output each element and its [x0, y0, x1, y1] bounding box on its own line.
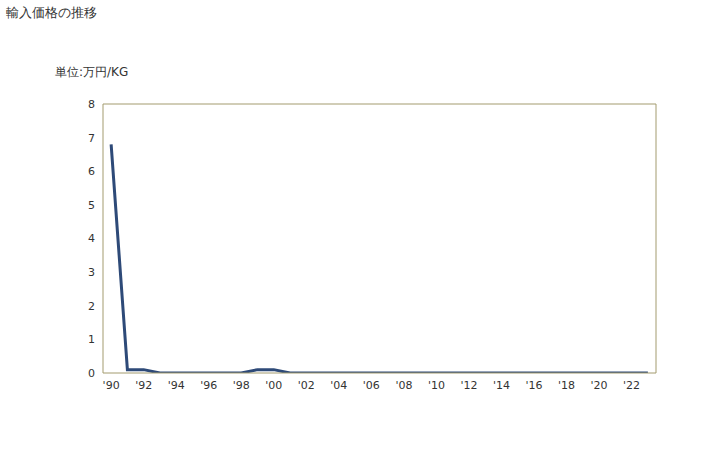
svg-text:'16: '16 [525, 379, 542, 392]
svg-text:6: 6 [88, 165, 95, 178]
svg-text:4: 4 [88, 232, 95, 245]
html-text:輸入価格の推移: 輸入価格の推移 [6, 5, 97, 20]
svg-text:'12: '12 [460, 379, 477, 392]
svg-text:'06: '06 [363, 379, 380, 392]
html-text:単位:万円/KG: 単位:万円/KG [55, 65, 129, 79]
svg-text:2: 2 [88, 300, 95, 313]
svg-text:'94: '94 [168, 379, 185, 392]
svg-text:'14: '14 [493, 379, 510, 392]
svg-text:0: 0 [88, 367, 95, 380]
svg-text:'00: '00 [265, 379, 282, 392]
svg-text:1: 1 [88, 333, 95, 346]
svg-text:'08: '08 [395, 379, 412, 392]
svg-text:'96: '96 [200, 379, 217, 392]
svg-text:3: 3 [88, 266, 95, 279]
svg-text:'90: '90 [103, 379, 120, 392]
svg-text:8: 8 [88, 98, 95, 111]
svg-text:'04: '04 [330, 379, 347, 392]
svg-text:'92: '92 [135, 379, 152, 392]
svg-text:'02: '02 [298, 379, 315, 392]
svg-text:'22: '22 [623, 379, 640, 392]
svg-text:'20: '20 [591, 379, 608, 392]
svg-text:7: 7 [88, 132, 95, 145]
svg-text:'10: '10 [428, 379, 445, 392]
svg-text:'98: '98 [233, 379, 250, 392]
svg-text:'18: '18 [558, 379, 575, 392]
svg-text:5: 5 [88, 199, 95, 212]
